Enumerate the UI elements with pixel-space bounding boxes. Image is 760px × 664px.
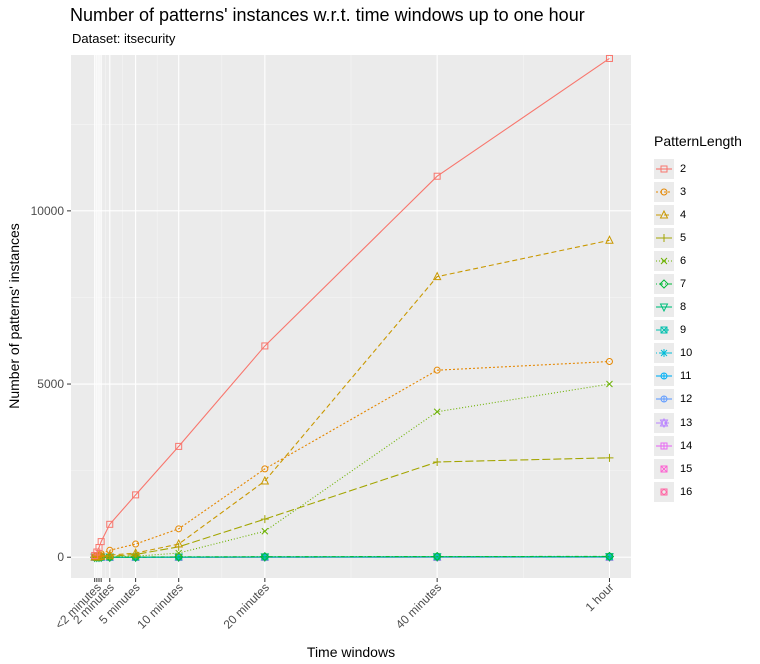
legend-item: 13: [654, 411, 742, 434]
data-point: [175, 525, 183, 533]
x-axis-title: Time windows: [307, 644, 395, 660]
legend-label: 16: [680, 485, 693, 498]
data-point: [605, 358, 613, 366]
legend-key: [654, 343, 674, 364]
data-point: [97, 538, 105, 546]
legend-item: 5: [654, 226, 742, 249]
data-point: [261, 342, 269, 350]
legend-label: 6: [680, 254, 687, 267]
legend-label: 14: [680, 439, 693, 452]
legend-key: [654, 274, 674, 295]
legend-title: PatternLength: [654, 133, 742, 149]
legend-label: 2: [680, 162, 687, 175]
data-point: [604, 551, 615, 562]
legend-item: 4: [654, 203, 742, 226]
data-point: [432, 271, 442, 281]
data-point: [132, 540, 140, 548]
legend-key: [654, 389, 674, 410]
legend-key: [654, 181, 674, 202]
data-point: [93, 548, 101, 556]
data-point: [106, 520, 114, 528]
data-point: [606, 380, 613, 388]
series-line-3: [94, 360, 610, 558]
data-point: [261, 527, 269, 535]
data-point: [260, 553, 270, 562]
y-tick-label: 10000: [31, 204, 65, 218]
legend-key: [654, 158, 674, 179]
legend-key: [654, 458, 674, 479]
data-point: [605, 54, 613, 62]
legend-item: 16: [654, 480, 742, 503]
legend-key: [654, 412, 674, 433]
legend-label: 15: [680, 462, 693, 475]
legend-item: 3: [654, 180, 742, 203]
data-point: [605, 453, 614, 462]
x-tick-label: 40 minutes: [393, 580, 444, 631]
y-tick-label: 5000: [37, 377, 64, 391]
data-point: [433, 366, 441, 374]
data-point: [131, 547, 140, 557]
legend-label: 9: [680, 324, 687, 337]
legend-label: 10: [680, 347, 693, 360]
series-line-2: [94, 58, 610, 556]
chart-subtitle: Dataset: itsecurity: [72, 31, 176, 46]
legend-key: [654, 366, 674, 387]
data-point: [432, 553, 442, 562]
legend-label: 5: [680, 231, 687, 244]
series-2: [91, 54, 613, 559]
data-point: [260, 551, 270, 562]
data-point: [175, 442, 183, 450]
data-point: [433, 408, 441, 416]
legend-item: 14: [654, 434, 742, 457]
legend-item: 2: [654, 157, 742, 180]
legend-key: [654, 204, 674, 225]
data-point: [174, 538, 184, 548]
data-point: [432, 551, 442, 562]
legend-item: 12: [654, 388, 742, 411]
legend-item: 11: [654, 365, 742, 388]
legend-key: [654, 435, 674, 456]
chart-title: Number of patterns' instances w.r.t. tim…: [70, 5, 585, 25]
legend-label: 11: [680, 370, 692, 383]
data-point: [433, 457, 442, 466]
legend-key: [654, 297, 674, 318]
legend-key: [654, 227, 674, 248]
x-tick-label: 20 minutes: [221, 580, 272, 631]
data-point: [605, 235, 614, 244]
data-point: [605, 553, 614, 562]
legend-label: 12: [680, 393, 693, 406]
legend-label: 8: [680, 301, 687, 314]
legend-item: 6: [654, 249, 742, 272]
y-tick-label: 0: [57, 550, 64, 564]
legend-label: 4: [680, 208, 687, 221]
legend-key: [654, 320, 674, 341]
legend-label: 7: [680, 278, 687, 291]
data-point: [260, 515, 269, 524]
data-point: [433, 172, 441, 180]
legend-key: [654, 250, 674, 271]
legend-item: 9: [654, 319, 742, 342]
data-point: [260, 475, 270, 485]
legend-label: 13: [680, 416, 693, 429]
data-point: [106, 546, 114, 554]
legend-item: 15: [654, 457, 742, 480]
y-axis-title: Number of patterns' instances: [6, 223, 22, 409]
data-point: [132, 491, 140, 499]
legend-item: 7: [654, 272, 742, 295]
x-tick-label: 1 hour: [583, 580, 617, 614]
legend-item: 10: [654, 342, 742, 365]
data-point: [174, 553, 184, 563]
x-tick-label: 10 minutes: [134, 580, 185, 631]
data-point: [261, 465, 269, 473]
data-point: [175, 549, 183, 557]
data-point: [105, 550, 115, 559]
legend-label: 3: [680, 185, 687, 198]
legend: PatternLength 2 3 4 5 6 7 8 9 10 11 12 13 14 15 16: [654, 133, 742, 503]
legend-item: 8: [654, 296, 742, 319]
legend-key: [654, 481, 674, 502]
